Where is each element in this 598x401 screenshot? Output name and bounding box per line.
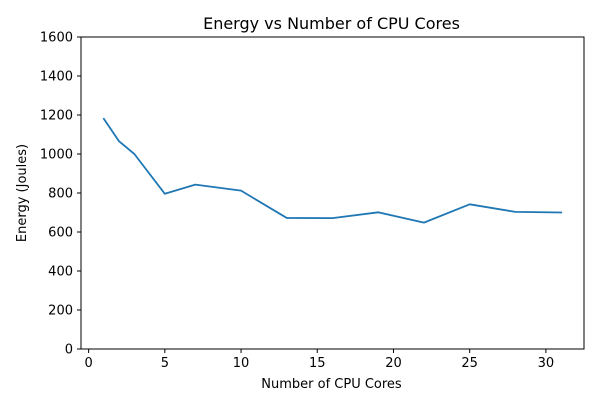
plot-frame <box>80 36 585 350</box>
series-line-0 <box>102 117 563 224</box>
y-tick-label: 400 <box>48 265 73 280</box>
x-tick-label: 0 <box>84 356 92 371</box>
y-tick-label: 200 <box>48 304 73 319</box>
plot-area: 0 5 10 15 20 25 30 0 200 400 600 800 1000 1200 1400 160… <box>40 31 585 371</box>
y-axis-label: Energy (Joules) <box>15 144 30 242</box>
x-tick-label: 15 <box>309 356 326 371</box>
chart-title: Energy vs Number of CPU Cores <box>203 14 460 33</box>
x-tick-label: 20 <box>385 356 402 371</box>
y-tick-label: 1600 <box>40 31 73 46</box>
y-tick-label: 1000 <box>40 148 73 163</box>
y-tick-label: 600 <box>48 226 73 241</box>
x-tick-label: 25 <box>461 356 478 371</box>
x-tick-label: 30 <box>538 356 555 371</box>
x-axis-label: Number of CPU Cores <box>261 377 402 392</box>
y-tick-label: 1200 <box>40 109 73 124</box>
y-tick-label: 800 <box>48 187 73 202</box>
x-tick-label: 10 <box>233 356 250 371</box>
x-tick-label: 5 <box>161 356 169 371</box>
y-tick-label: 1400 <box>40 70 73 85</box>
y-tick-label: 0 <box>65 343 73 358</box>
